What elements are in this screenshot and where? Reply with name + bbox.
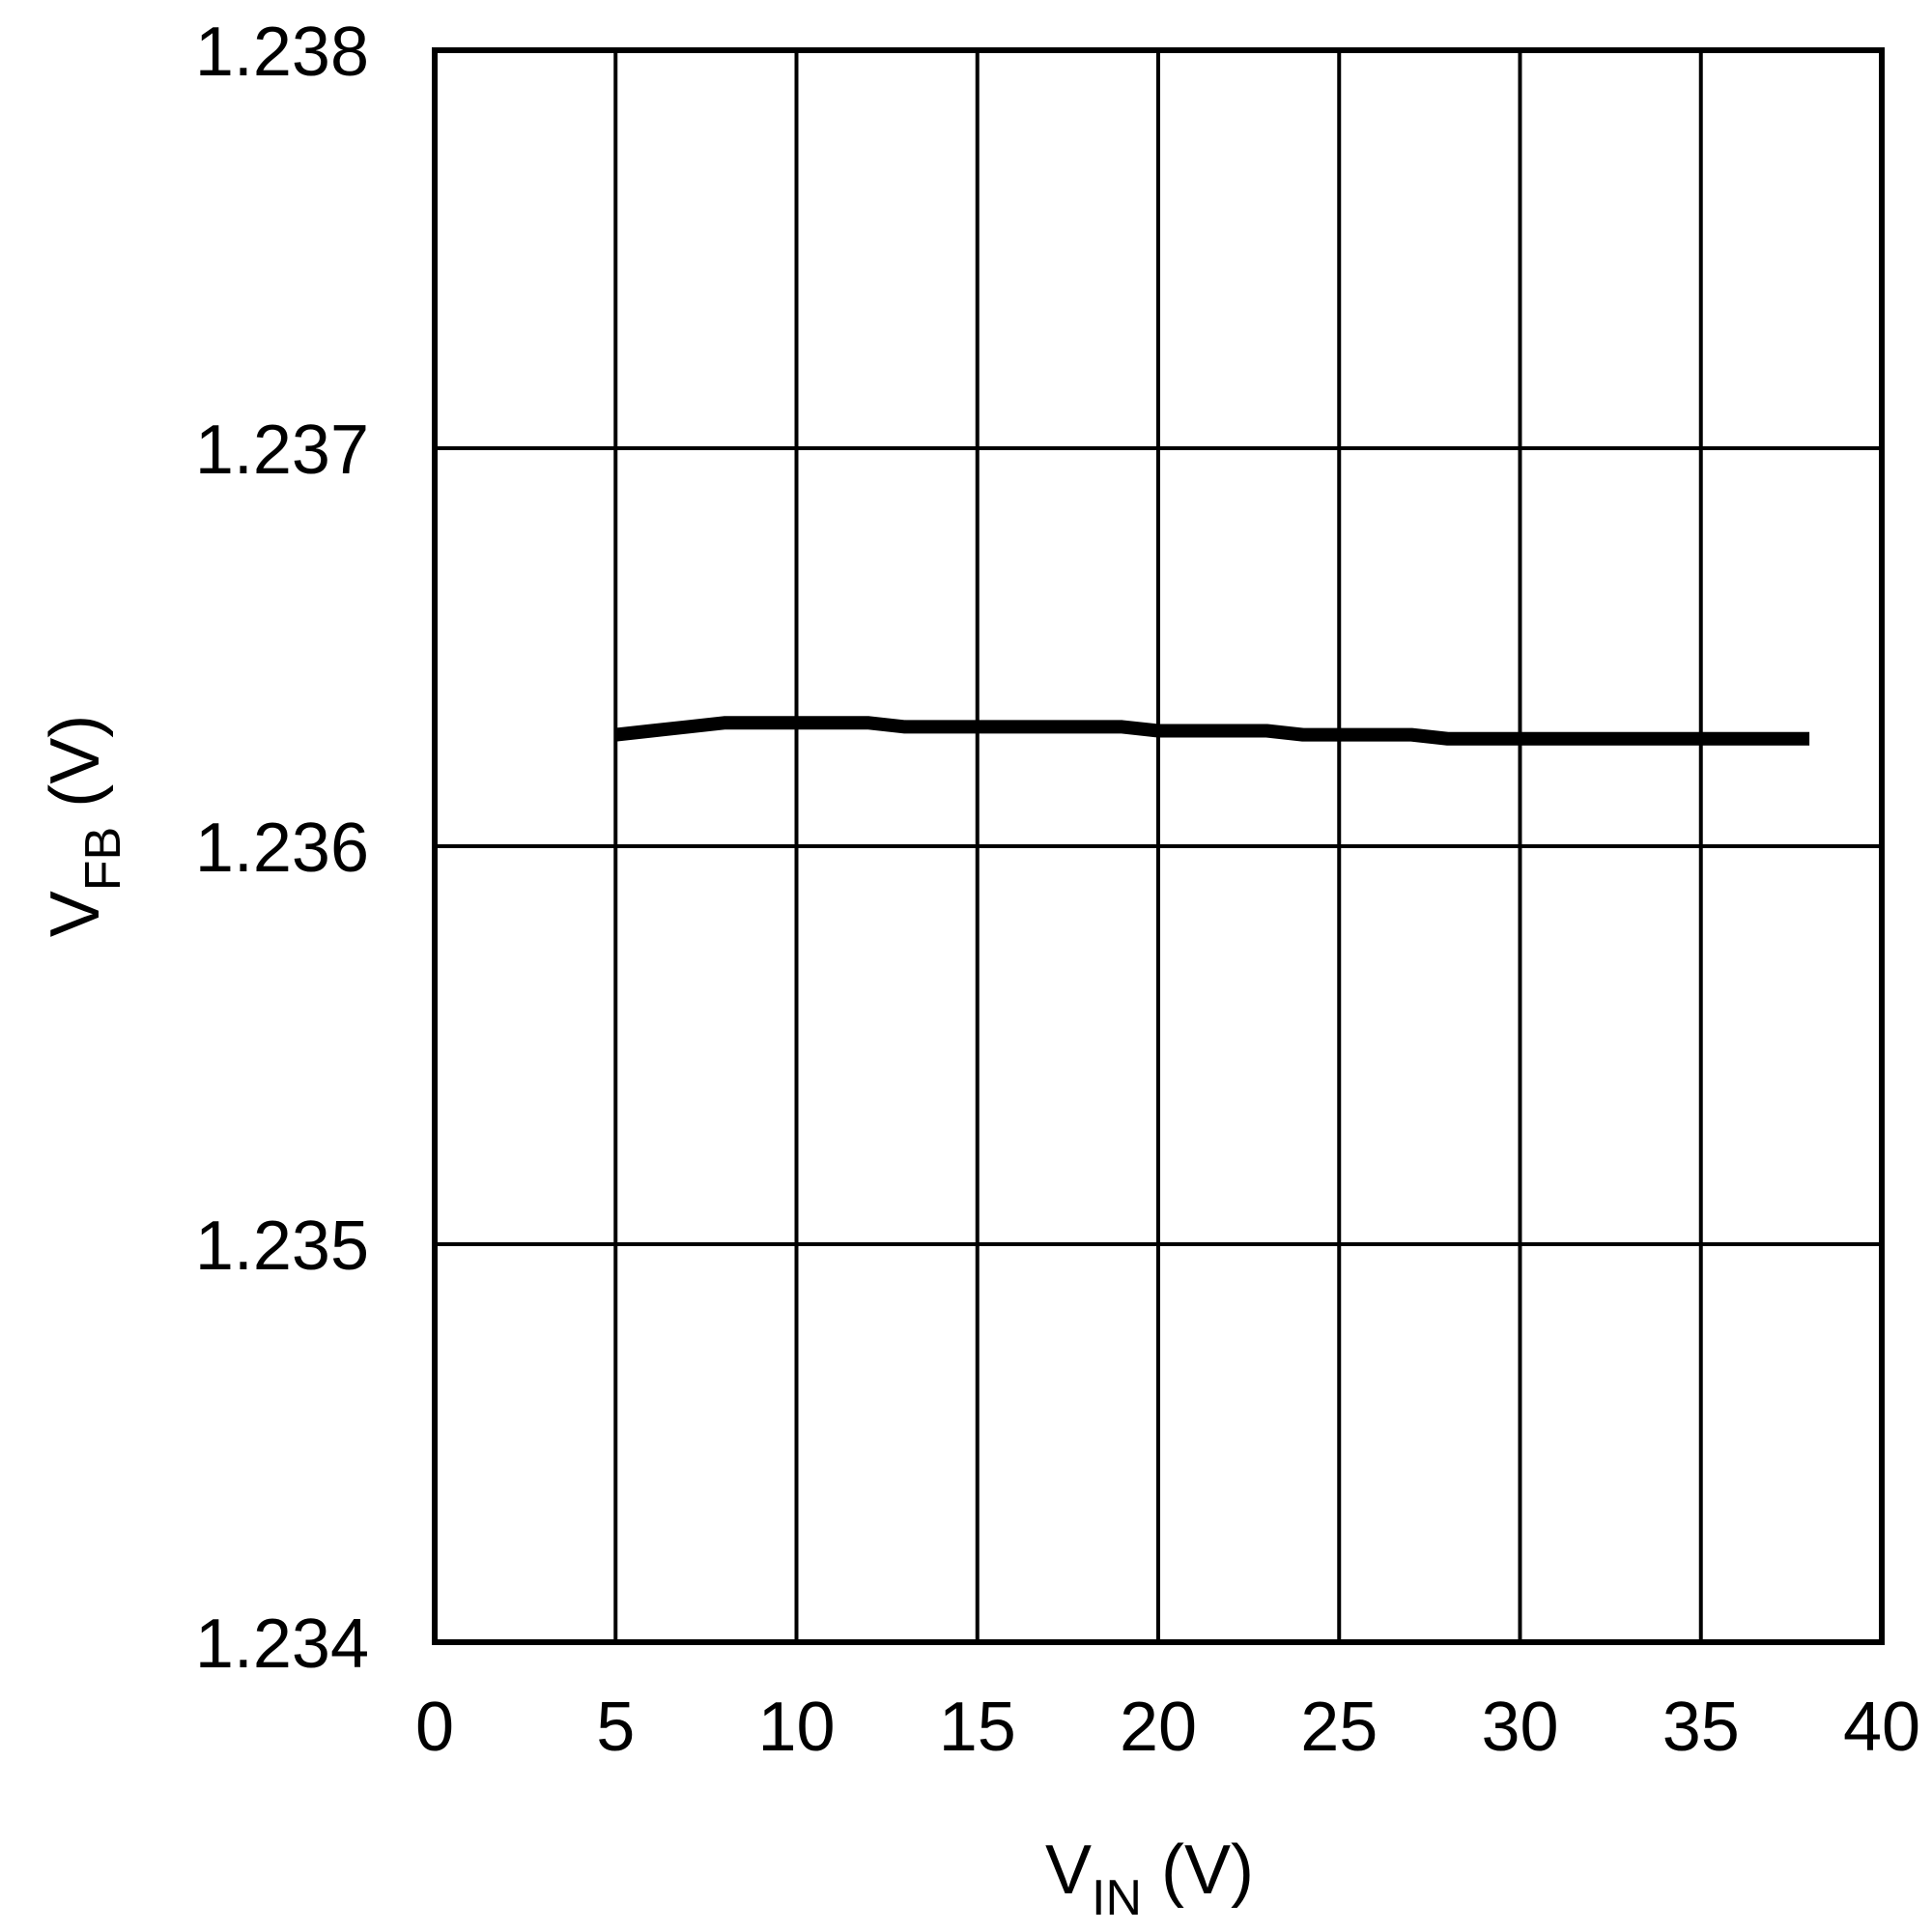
y-axis-title-unit: (V) <box>37 715 114 827</box>
y-axis-title-sub: FB <box>75 827 131 891</box>
x-tick-label: 15 <box>939 1689 1016 1766</box>
y-tick-label: 1.238 <box>195 14 369 91</box>
y-tick-label: 1.237 <box>195 412 369 489</box>
x-axis-title-sub: IN <box>1092 1870 1142 1926</box>
grid <box>435 50 1882 1642</box>
y-tick-label: 1.235 <box>195 1208 369 1285</box>
y-tick-label: 1.236 <box>195 810 369 887</box>
x-tick-label: 25 <box>1300 1689 1378 1766</box>
x-axis-title: VIN (V) <box>1045 1832 1254 1926</box>
x-tick-label: 10 <box>757 1689 835 1766</box>
series-layer <box>614 716 1810 746</box>
x-axis-title-main: V <box>1045 1832 1092 1909</box>
y-axis-title-main: V <box>37 891 114 937</box>
y-tick-label: 1.234 <box>195 1605 369 1683</box>
x-tick-label: 0 <box>415 1689 454 1766</box>
x-axis-title-unit: (V) <box>1142 1832 1254 1909</box>
y-axis-title: VFB (V) <box>37 715 131 937</box>
x-tick-label: 5 <box>596 1689 635 1766</box>
x-tick-label: 20 <box>1120 1689 1197 1766</box>
series-line <box>614 716 1810 746</box>
x-tick-labels: 0 5 10 15 20 25 30 35 40 <box>415 1689 1920 1766</box>
x-tick-label: 40 <box>1843 1689 1920 1766</box>
plot-frame <box>432 47 1885 1645</box>
y-tick-labels: 1.234 1.235 1.236 1.237 1.238 <box>195 14 369 1683</box>
x-tick-label: 30 <box>1481 1689 1558 1766</box>
x-tick-label: 35 <box>1662 1689 1740 1766</box>
